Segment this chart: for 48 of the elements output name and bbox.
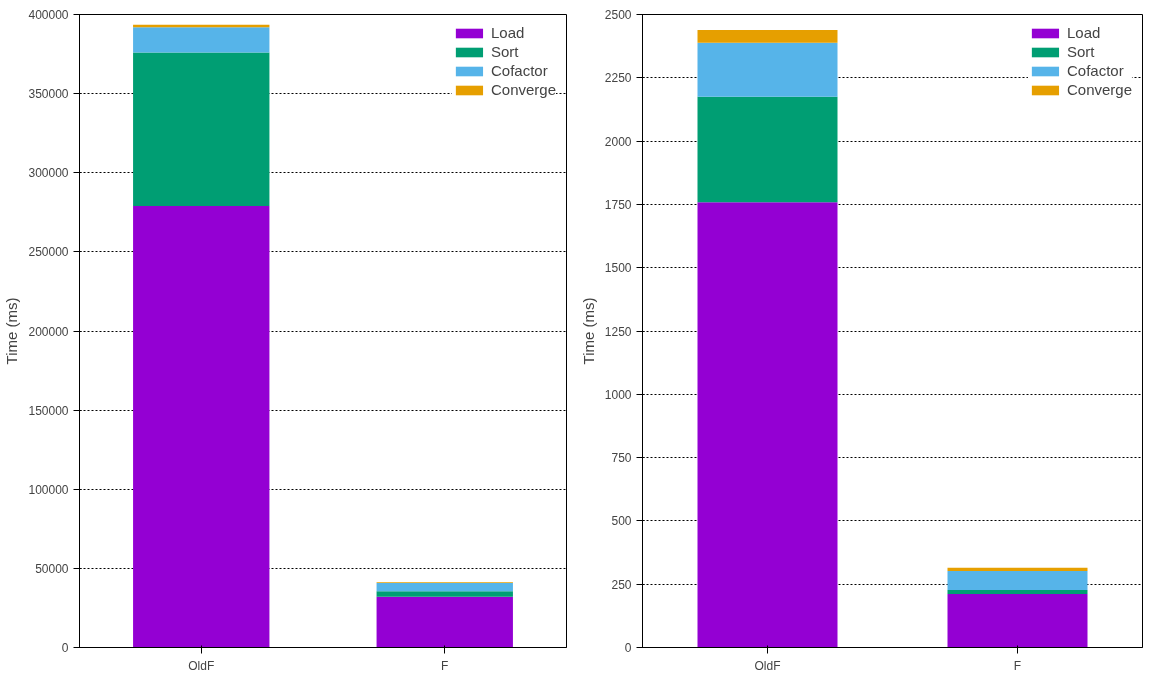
bar [947,571,1088,591]
x-tick-label: F [1013,658,1022,673]
bar [947,590,1088,595]
bar [133,205,270,648]
bar [697,96,838,203]
legend-label: Load [1066,24,1101,41]
x-tick-label: OldF [754,658,781,673]
y-tick-label: 1500 [604,261,632,276]
y-tick-label: 1750 [604,197,632,212]
y-tick-label: 0 [624,641,632,655]
x-tick-label: F [441,658,449,673]
bar [376,582,513,592]
bar [697,29,838,43]
bar [947,594,1088,648]
bar [133,27,270,53]
y-tick-label: 100000 [28,482,69,497]
bar [697,42,838,97]
legend-label: Converge [1066,81,1132,98]
bar [376,591,513,597]
bar [947,567,1088,572]
legend-label: Cofactor [490,62,548,79]
legend-label: Sort [490,43,519,60]
y-axis-title: Time (ms) [579,297,597,365]
y-tick-label: 350000 [28,87,69,102]
y-tick-label: 150000 [28,403,69,418]
legend-label: Cofactor [1066,62,1124,79]
y-tick-label: 500 [611,514,632,529]
y-tick-label: 2000 [604,134,632,149]
legend-label: Converge [490,81,556,98]
y-tick-label: 1000 [604,387,632,402]
legend-label: Load [490,24,525,41]
y-tick-label: 2250 [604,71,632,86]
bar [376,596,513,648]
y-tick-label: 0 [61,641,69,655]
y-tick-label: 50000 [35,561,69,576]
bar [697,202,838,648]
y-axis-title: Time (ms) [3,297,21,365]
y-tick-label: 1250 [604,324,632,339]
x-tick-label: OldF [188,658,215,673]
y-tick-label: 250000 [28,245,69,260]
y-tick-label: 400000 [28,8,69,22]
y-tick-label: 750 [611,451,632,466]
bar [133,52,270,206]
y-tick-label: 250 [611,577,632,592]
legend-label: Sort [1066,43,1095,60]
y-tick-label: 300000 [28,166,69,181]
y-tick-label: 2500 [604,8,632,22]
y-tick-label: 200000 [28,324,69,339]
